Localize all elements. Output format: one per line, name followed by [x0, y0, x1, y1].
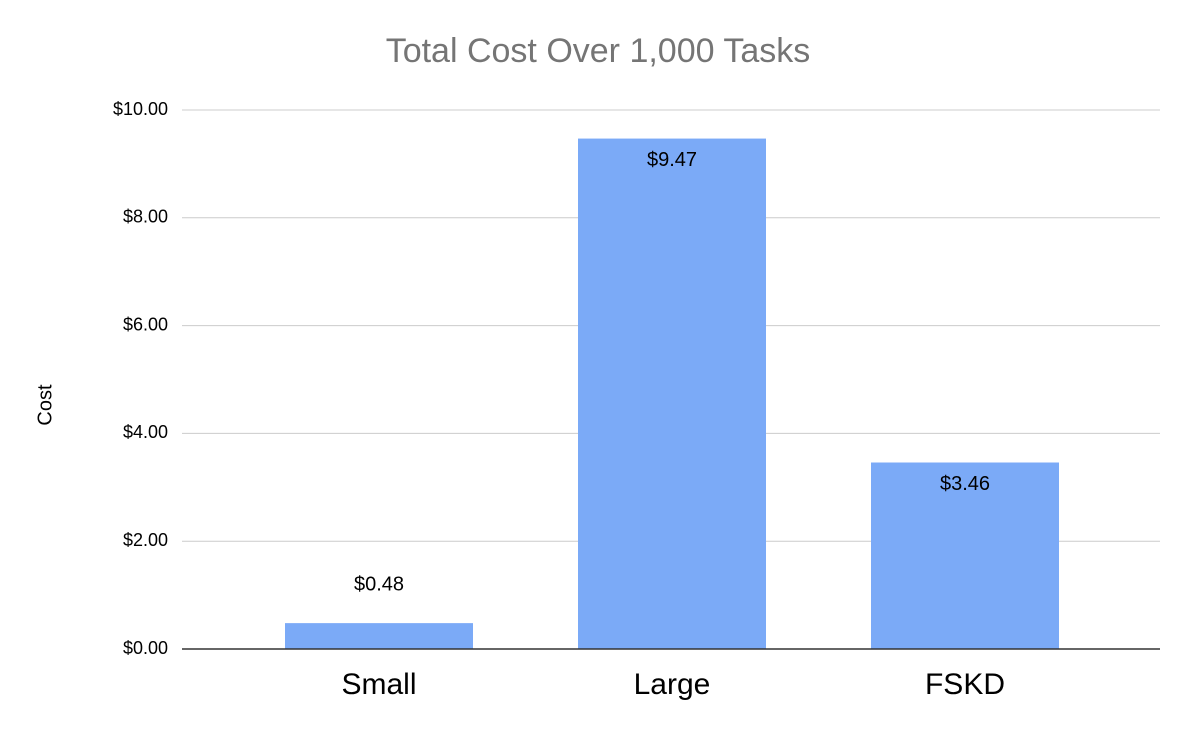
y-tick-label: $4.00 [123, 422, 168, 442]
x-tick-label: Small [341, 668, 416, 701]
y-tick-label: $10.00 [113, 99, 168, 119]
y-tick-label: $0.00 [123, 638, 168, 658]
y-axis-label: Cost [34, 384, 56, 426]
x-tick-label: FSKD [925, 668, 1005, 701]
y-tick-label: $8.00 [123, 207, 168, 227]
bar [578, 138, 766, 649]
x-tick-label: Large [634, 668, 711, 701]
bar [871, 462, 1059, 649]
y-tick-label: $6.00 [123, 314, 168, 334]
bar [285, 623, 473, 649]
value-label: $9.47 [647, 149, 697, 171]
y-tick-label: $2.00 [123, 530, 168, 550]
value-label: $3.46 [940, 473, 990, 495]
value-label: $0.48 [354, 573, 404, 595]
chart-title: Total Cost Over 1,000 Tasks [386, 32, 811, 70]
